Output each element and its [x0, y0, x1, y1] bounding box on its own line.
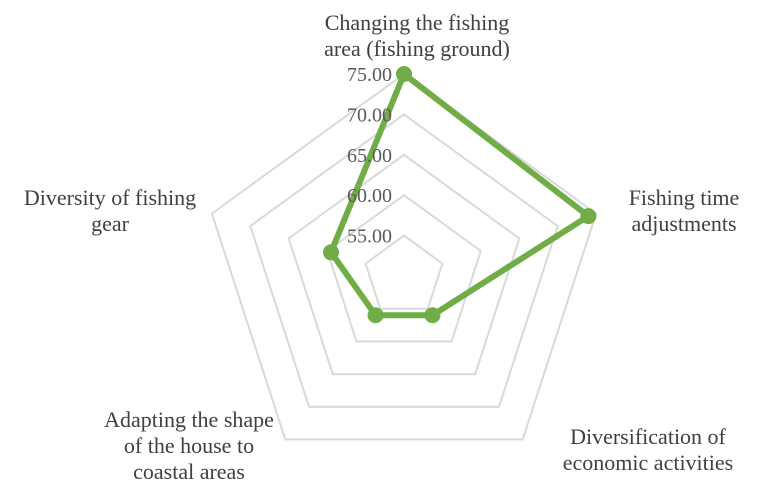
grid-ring-3 — [287, 153, 521, 376]
category-label-1: Changing the fishing area (fishing ground… — [324, 10, 510, 61]
series-point-3 — [424, 307, 441, 324]
category-label-layer: Changing the fishing area (fishing ground… — [24, 10, 739, 484]
grid-ring-5 — [210, 72, 598, 441]
grid-ring-4 — [249, 113, 559, 408]
category-label-5: Diversity of fishing gear — [24, 185, 196, 236]
series-point-2 — [580, 208, 597, 225]
series-point-1 — [396, 66, 412, 82]
grid-layer — [210, 72, 598, 441]
category-label-3: Diversification of economic activities — [563, 424, 733, 475]
grid-ring-1 — [364, 234, 444, 310]
series-line-1 — [328, 71, 592, 319]
series-point-4 — [367, 307, 384, 324]
tick-layer: 55.00 60.00 65.00 70.00 75.00 — [347, 64, 392, 248]
grid-ring-2 — [326, 193, 482, 343]
tick-label-2: 60.00 — [347, 185, 392, 207]
series-layer — [323, 66, 597, 324]
series-point-5 — [323, 244, 339, 261]
category-label-4: Adapting the shape of the house to coastal… — [104, 407, 274, 484]
tick-label-1: 55.00 — [347, 226, 392, 248]
category-label-2: Fishing time adjustments — [629, 185, 740, 236]
tick-label-5: 75.00 — [347, 64, 392, 86]
tick-label-3: 65.00 — [347, 145, 392, 167]
tick-label-4: 70.00 — [347, 104, 392, 126]
